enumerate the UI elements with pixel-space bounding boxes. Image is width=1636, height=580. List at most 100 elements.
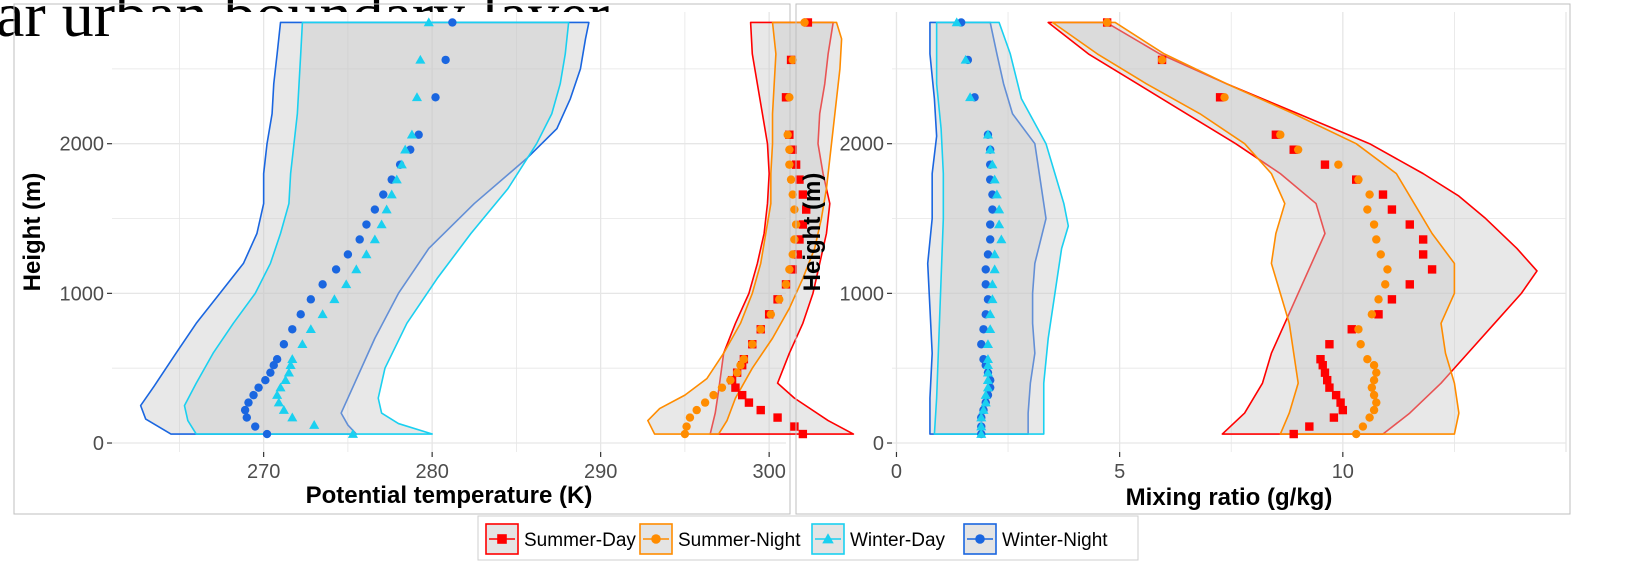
data-point	[744, 398, 754, 407]
data-point	[983, 250, 993, 259]
data-point	[1369, 220, 1379, 229]
x-tick-label: 5	[1114, 461, 1125, 483]
data-point	[266, 368, 275, 377]
data-point	[351, 264, 362, 274]
legend-box	[477, 515, 1139, 561]
data-point	[982, 367, 994, 377]
data-point	[1427, 265, 1437, 274]
data-point	[1316, 355, 1325, 364]
data-point	[788, 250, 797, 259]
data-point	[251, 422, 260, 431]
legend: Summer-Day Summer-Night Winter-Day Winter-N…	[477, 515, 1139, 561]
data-point	[748, 340, 757, 349]
data-point	[976, 412, 987, 422]
data-point	[361, 249, 372, 259]
data-point	[1374, 310, 1383, 319]
data-point	[376, 219, 387, 229]
band-winter-day	[183, 21, 570, 435]
axes: 0 5 10 0 1000 2000	[840, 134, 1354, 483]
panel-border	[13, 3, 791, 515]
data-point	[341, 279, 352, 289]
data-point	[985, 235, 995, 244]
data-point	[1347, 325, 1356, 334]
data-point	[785, 265, 794, 274]
x-tick-label: 0	[891, 461, 902, 483]
legend-label: Winter-Night	[1002, 530, 1108, 551]
x-axis-title: Mixing ratio (g/kg)	[1126, 484, 1333, 511]
data-point	[1318, 360, 1327, 370]
data-point	[1331, 390, 1341, 400]
data-point	[297, 339, 308, 349]
data-point	[785, 93, 794, 102]
data-point	[406, 129, 417, 139]
data-point	[788, 55, 797, 65]
data-point	[1356, 340, 1365, 349]
data-point	[240, 405, 250, 415]
data-point	[1215, 93, 1225, 102]
data-point	[1405, 220, 1414, 229]
data-point	[242, 413, 251, 422]
data-point	[1354, 325, 1363, 334]
data-point	[305, 324, 316, 334]
data-point	[275, 382, 286, 392]
data-point	[976, 429, 987, 438]
grid	[892, 12, 1567, 452]
data-point	[766, 310, 776, 319]
data-point	[994, 204, 1005, 214]
legend-marker	[497, 534, 507, 544]
data-point	[795, 175, 804, 184]
data-point	[802, 205, 811, 214]
data-point	[347, 429, 358, 438]
y-axis-title: Height (m)	[799, 173, 826, 292]
legend-marker	[975, 534, 985, 544]
data-point	[1369, 375, 1379, 385]
data-point	[272, 355, 282, 364]
panel-potential-temperature: 270 280 290 300 0 1000 2000 Potential temperatu…	[13, 3, 855, 515]
data-point	[306, 295, 316, 304]
data-point	[309, 420, 320, 429]
data-point	[1369, 360, 1379, 370]
data-point	[985, 220, 995, 229]
data-point	[996, 234, 1007, 244]
data-point	[994, 219, 1005, 229]
data-point	[379, 190, 388, 199]
data-point	[343, 250, 353, 259]
data-point	[355, 235, 364, 244]
data-point	[1365, 413, 1374, 422]
data-point	[362, 220, 371, 229]
data-point	[296, 310, 305, 319]
y-tick-label: 2000	[840, 134, 885, 156]
data-point	[1336, 398, 1345, 407]
data-point	[800, 18, 809, 27]
data-point	[288, 325, 297, 334]
data-point	[1329, 413, 1339, 422]
series-winter-day	[951, 17, 1007, 438]
data-point	[1405, 280, 1414, 289]
data-point	[786, 175, 796, 184]
data-point	[775, 295, 784, 304]
data-point	[680, 429, 690, 439]
data-point	[396, 159, 407, 169]
legend-item-winter-day: Winter-Day	[811, 523, 946, 555]
data-point	[1102, 18, 1112, 27]
band-summer-day	[709, 21, 855, 435]
data-point	[1322, 375, 1332, 385]
data-point	[756, 325, 765, 334]
data-point	[285, 360, 296, 369]
data-point	[254, 383, 263, 392]
data-point	[400, 144, 411, 154]
data-point	[273, 397, 284, 407]
data-point	[431, 93, 440, 102]
data-point	[1418, 235, 1428, 244]
data-point	[756, 405, 765, 415]
data-point	[423, 17, 434, 27]
data-point	[318, 280, 327, 289]
data-point	[790, 235, 799, 244]
grid	[112, 12, 786, 452]
data-point	[369, 234, 380, 244]
data-point	[989, 264, 1000, 274]
x-tick-label: 280	[415, 461, 448, 483]
data-point	[1376, 250, 1385, 259]
data-point	[988, 205, 997, 214]
